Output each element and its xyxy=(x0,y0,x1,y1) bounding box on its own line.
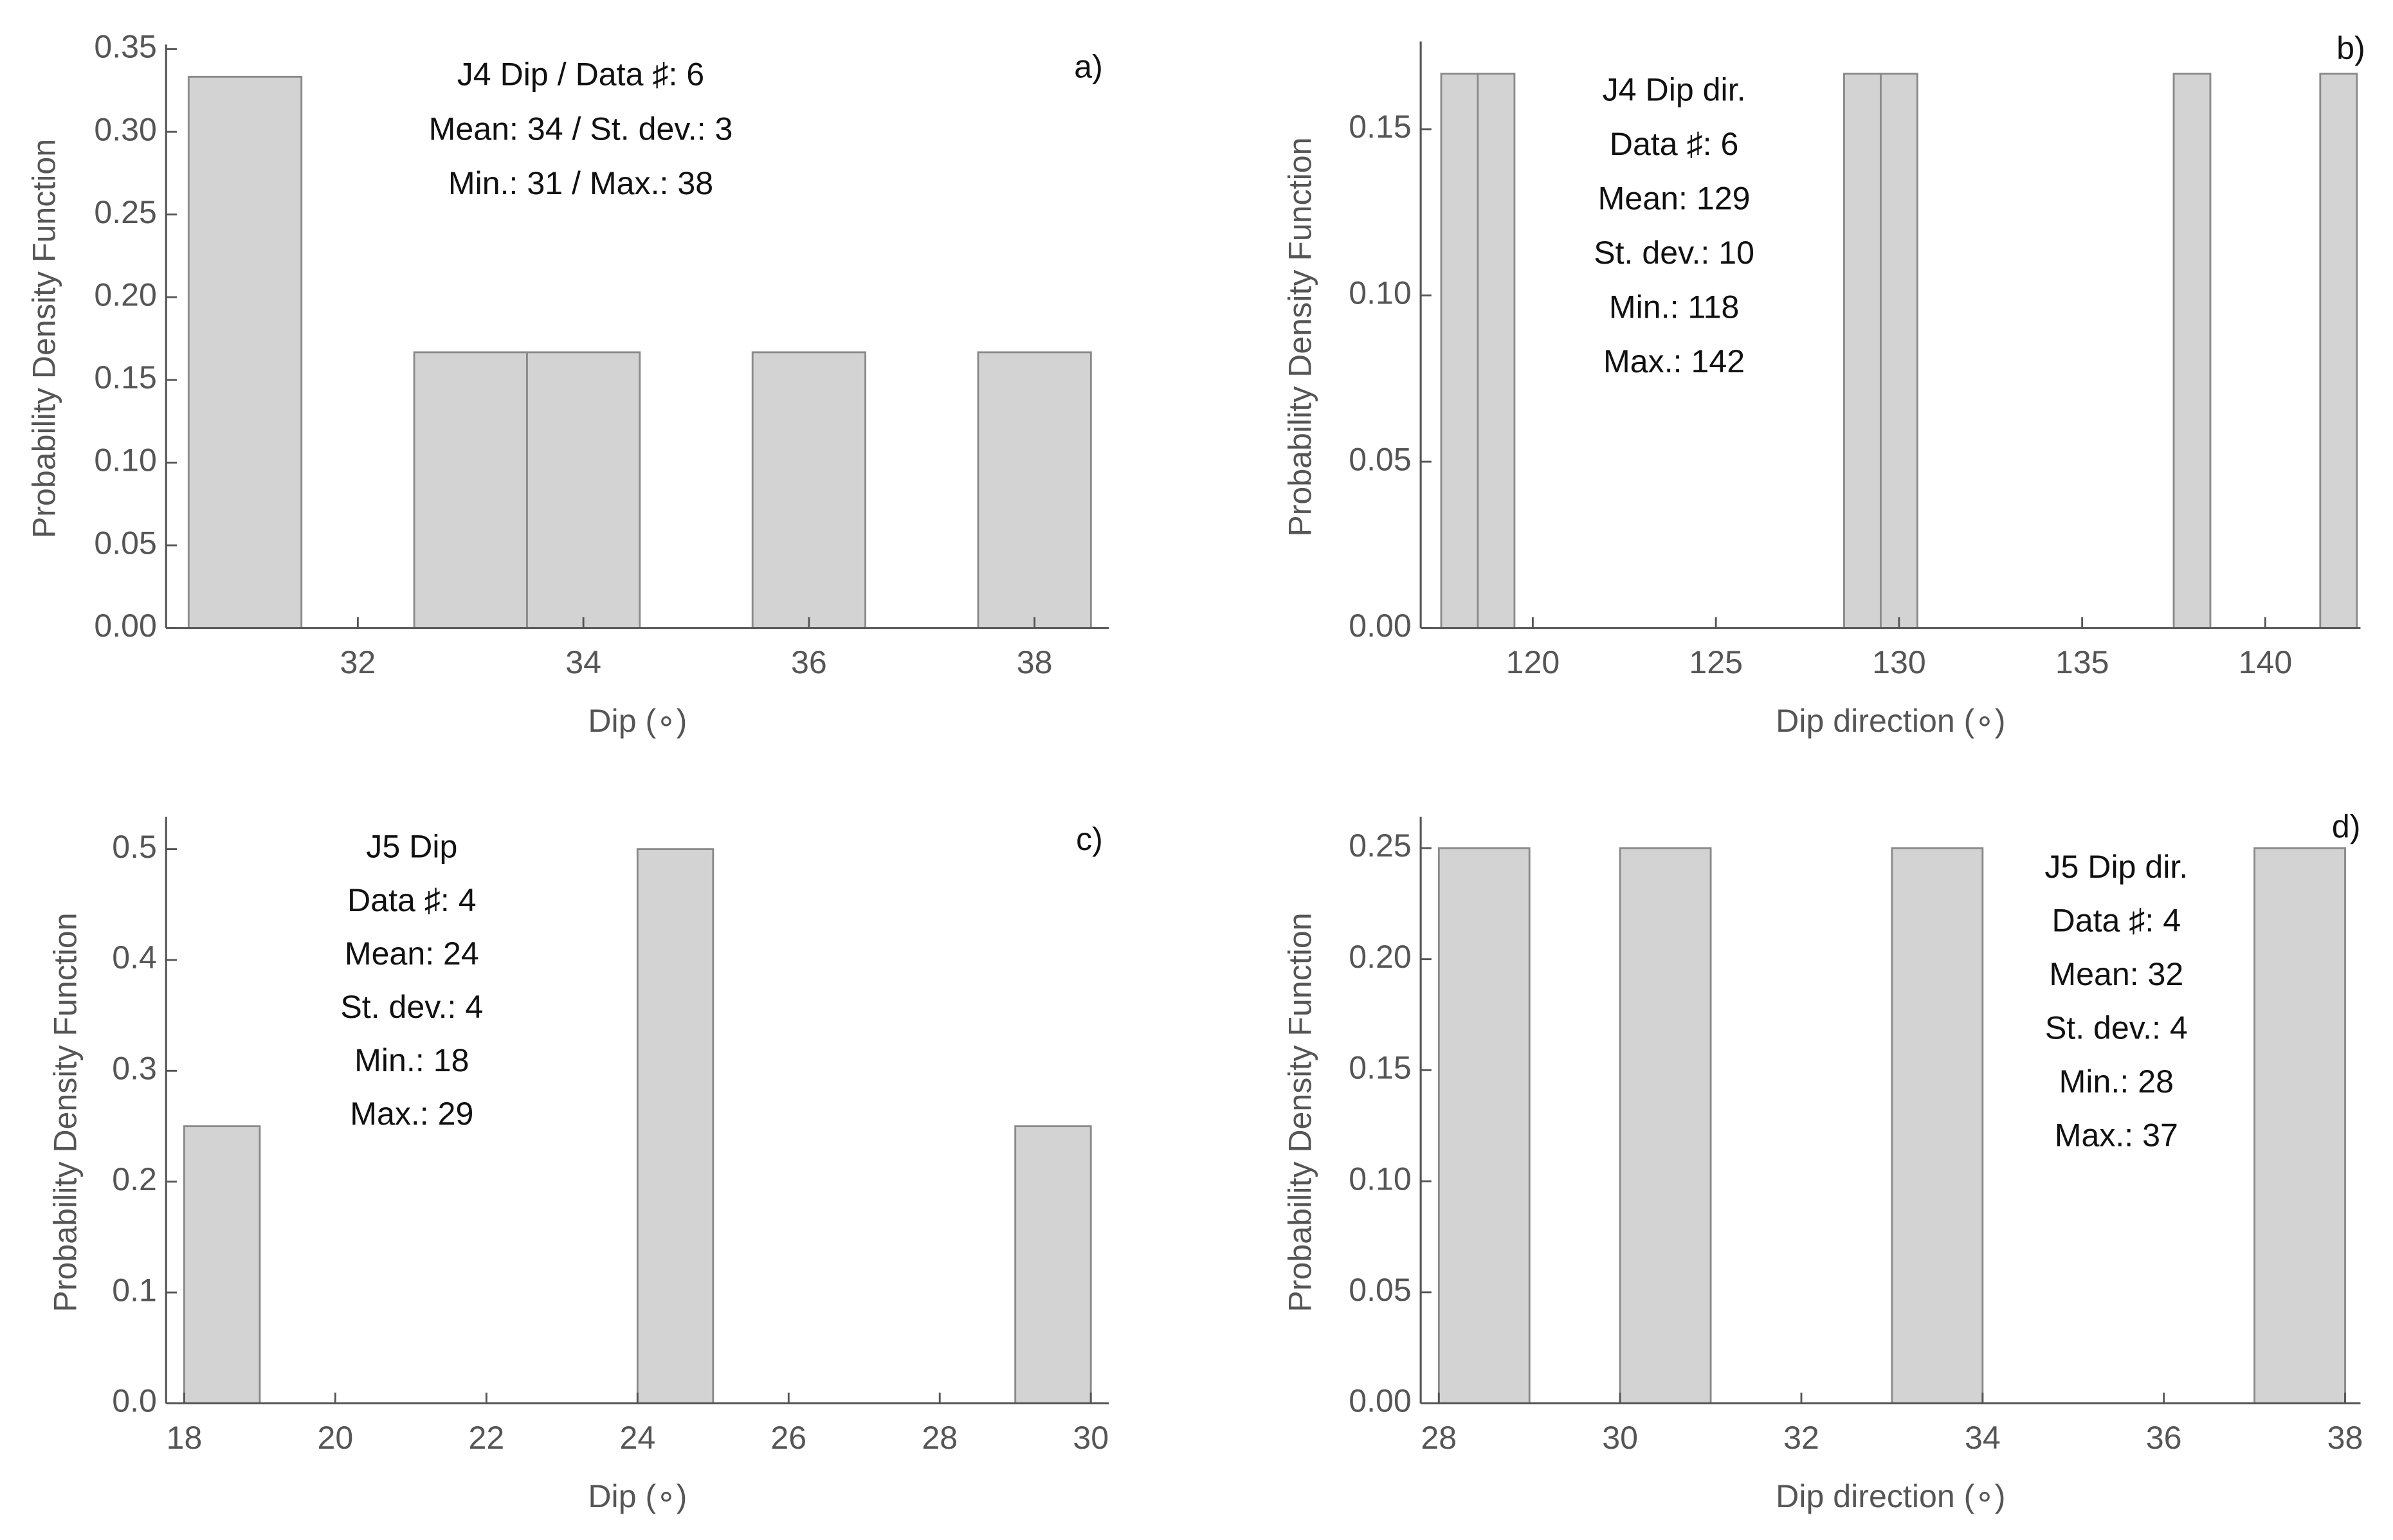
bar xyxy=(2172,73,2212,630)
y-tick-label: 0.0 xyxy=(112,1383,157,1419)
bar xyxy=(1440,73,1479,630)
x-axis-label: Dip (∘) xyxy=(588,1478,687,1514)
x-tick-label: 32 xyxy=(340,644,376,680)
annotation: Data ♯: 4 xyxy=(347,882,477,918)
annotation: Max.: 29 xyxy=(350,1096,473,1132)
annotation: Min.: 118 xyxy=(1609,289,1739,325)
bar xyxy=(1437,847,1531,1404)
y-tick-label: 0.00 xyxy=(94,608,157,644)
x-tick-label: 32 xyxy=(1783,1420,1819,1456)
annotation: Mean: 32 xyxy=(2049,956,2183,992)
annotation: J4 Dip / Data ♯: 6 xyxy=(457,57,704,93)
y-tick-label: 0.15 xyxy=(1349,109,1412,145)
x-tick-label: 135 xyxy=(2055,644,2109,680)
x-tick-label: 20 xyxy=(318,1420,354,1456)
annotation: Data ♯: 6 xyxy=(1610,126,1739,162)
annotation: J4 Dip dir. xyxy=(1603,72,1746,108)
y-tick-label: 0.20 xyxy=(94,276,157,313)
panel-label: d) xyxy=(2332,809,2361,845)
y-tick-label: 0.35 xyxy=(94,29,157,65)
y-tick-label: 0.1 xyxy=(112,1272,157,1308)
x-tick-label: 26 xyxy=(770,1420,806,1456)
bar xyxy=(1014,1125,1092,1404)
x-tick-label: 28 xyxy=(922,1420,958,1456)
x-tick-label: 140 xyxy=(2239,644,2293,680)
y-axis-label: Probability Density Function xyxy=(48,912,84,1312)
bar xyxy=(977,351,1092,630)
annotation: St. dev.: 10 xyxy=(1594,235,1754,271)
y-tick-label: 0.10 xyxy=(94,442,157,478)
x-axis-label: Dip (∘) xyxy=(588,703,687,739)
y-tick-label: 0.25 xyxy=(94,194,157,230)
x-tick-label: 125 xyxy=(1689,644,1743,680)
x-tick-label: 34 xyxy=(1965,1420,2001,1456)
bar xyxy=(2319,73,2358,630)
x-axis-label: Dip direction (∘) xyxy=(1776,1478,2005,1514)
y-tick-label: 0.05 xyxy=(1349,441,1412,477)
x-tick-label: 18 xyxy=(167,1420,203,1456)
x-tick-label: 24 xyxy=(619,1420,655,1456)
bar xyxy=(1843,73,1882,630)
panel-label: a) xyxy=(1074,49,1103,85)
y-tick-label: 0.5 xyxy=(112,829,157,865)
panel-label: c) xyxy=(1076,821,1103,857)
y-tick-label: 0.15 xyxy=(1349,1050,1412,1086)
annotation: St. dev.: 4 xyxy=(2045,1010,2188,1046)
annotation: Mean: 129 xyxy=(1598,181,1751,217)
annotation: Min.: 18 xyxy=(354,1042,469,1078)
x-tick-label: 30 xyxy=(1073,1420,1109,1456)
annotation: Max.: 37 xyxy=(2055,1118,2178,1154)
x-tick-label: 34 xyxy=(565,644,601,680)
y-tick-label: 0.05 xyxy=(94,525,157,561)
y-tick-label: 0.3 xyxy=(112,1051,157,1087)
x-tick-label: 38 xyxy=(2327,1420,2363,1456)
x-tick-label: 130 xyxy=(1872,644,1926,680)
bar xyxy=(1879,73,1918,630)
annotation: Data ♯: 4 xyxy=(2052,902,2181,938)
y-axis-label: Probability Density Function xyxy=(26,139,62,538)
annotation: J5 Dip dir. xyxy=(2044,849,2188,885)
y-tick-label: 0.30 xyxy=(94,111,157,147)
y-tick-label: 0.20 xyxy=(1349,939,1412,975)
bar xyxy=(1891,847,1984,1404)
bar xyxy=(1619,847,1712,1404)
bar xyxy=(636,848,714,1404)
bar xyxy=(1477,73,1516,630)
annotation: Min.: 28 xyxy=(2059,1064,2174,1100)
y-tick-label: 0.00 xyxy=(1349,608,1412,644)
bar xyxy=(526,351,641,630)
y-tick-label: 0.05 xyxy=(1349,1272,1412,1308)
x-tick-label: 36 xyxy=(791,644,827,680)
annotation: Mean: 24 xyxy=(345,936,479,972)
annotation: Max.: 142 xyxy=(1603,343,1745,379)
annotation: St. dev.: 4 xyxy=(340,989,483,1025)
x-tick-label: 30 xyxy=(1602,1420,1638,1456)
y-tick-label: 0.00 xyxy=(1349,1383,1412,1419)
bar xyxy=(413,351,528,630)
y-tick-label: 0.2 xyxy=(112,1161,157,1197)
bar xyxy=(187,75,303,630)
x-tick-label: 22 xyxy=(468,1420,504,1456)
bar xyxy=(751,351,867,630)
annotation: Min.: 31 / Max.: 38 xyxy=(448,165,713,201)
y-tick-label: 0.25 xyxy=(1349,828,1412,864)
y-tick-label: 0.10 xyxy=(1349,1161,1412,1197)
y-axis-label: Probability Density Function xyxy=(1282,912,1318,1312)
y-tick-label: 0.4 xyxy=(112,939,157,975)
panel-label: b) xyxy=(2336,30,2365,66)
y-tick-label: 0.10 xyxy=(1349,275,1412,311)
x-axis-label: Dip direction (∘) xyxy=(1776,703,2005,739)
annotation: J5 Dip xyxy=(366,829,457,865)
y-tick-label: 0.15 xyxy=(94,359,157,395)
x-tick-label: 28 xyxy=(1421,1420,1457,1456)
x-tick-label: 120 xyxy=(1506,644,1560,680)
bar xyxy=(2253,847,2346,1404)
bar xyxy=(183,1125,261,1404)
y-axis-label: Probability Density Function xyxy=(1282,137,1318,536)
annotation: Mean: 34 / St. dev.: 3 xyxy=(429,111,733,147)
x-tick-label: 36 xyxy=(2146,1420,2182,1456)
x-tick-label: 38 xyxy=(1017,644,1053,680)
